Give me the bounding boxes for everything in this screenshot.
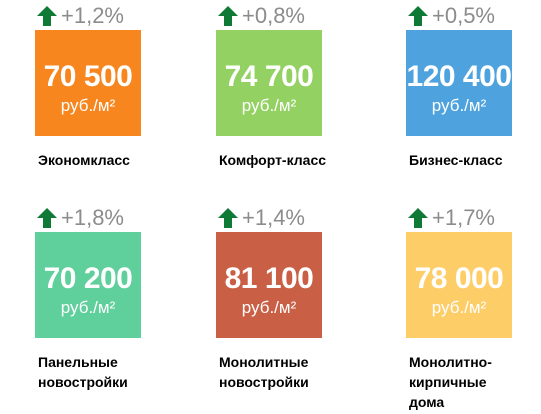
up-arrow-icon xyxy=(37,6,57,26)
category-label-line: Монолитно- xyxy=(409,354,492,370)
price-tile: 120 400 руб./м² xyxy=(406,30,512,136)
price-unit: руб./м² xyxy=(241,298,297,317)
card-business: +0,5% 120 400 руб./м² Бизнес-класс xyxy=(391,0,541,200)
price-value: 78 000 xyxy=(414,262,504,295)
category-label-line: дома xyxy=(409,394,445,410)
category-label: Монолитные новостройки xyxy=(219,352,369,392)
price-change-value: +1,4% xyxy=(242,205,305,230)
price-change: +0,8% xyxy=(217,4,305,28)
price-change: +1,8% xyxy=(36,206,124,230)
category-label-line: Комфорт-класс xyxy=(219,152,327,168)
category-label: Монолитно- кирпичные дома xyxy=(409,352,541,412)
up-arrow-icon xyxy=(218,208,238,228)
price-change: +1,7% xyxy=(407,206,495,230)
up-arrow-icon xyxy=(408,208,428,228)
category-label-line: кирпичные xyxy=(409,374,487,390)
price-change-value: +1,7% xyxy=(432,205,495,230)
category-label-line: новостройки xyxy=(38,374,128,390)
up-arrow-icon xyxy=(408,6,428,26)
price-value: 70 500 xyxy=(43,60,133,93)
price-change-value: +1,8% xyxy=(61,205,124,230)
price-value: 70 200 xyxy=(43,262,133,295)
price-change-value: +0,8% xyxy=(242,3,305,28)
price-tile: 81 100 руб./м² xyxy=(216,232,322,338)
price-value: 81 100 xyxy=(224,262,314,295)
category-label-line: новостройки xyxy=(219,374,309,390)
price-tile: 74 700 руб./м² xyxy=(216,30,322,136)
category-label-line: Бизнес-класс xyxy=(409,152,503,168)
card-economy: +1,2% 70 500 руб./м² Экономкласс xyxy=(20,0,186,200)
category-label-line: Монолитные xyxy=(219,354,309,370)
price-tile: 70 200 руб./м² xyxy=(35,232,141,338)
card-panel-new-builds: +1,8% 70 200 руб./м² Панельные новострой… xyxy=(20,202,186,414)
price-tile: 78 000 руб./м² xyxy=(406,232,512,338)
price-value: 74 700 xyxy=(224,60,314,93)
price-unit: руб./м² xyxy=(60,298,116,317)
category-label: Панельные новостройки xyxy=(38,352,188,392)
price-unit: руб./м² xyxy=(431,96,487,115)
up-arrow-icon xyxy=(218,6,238,26)
price-unit: руб./м² xyxy=(431,298,487,317)
card-monolithic-brick-houses: +1,7% 78 000 руб./м² Монолитно- кирпичны… xyxy=(391,202,541,414)
price-value: 120 400 xyxy=(406,60,512,93)
price-change: +0,5% xyxy=(407,4,495,28)
price-change-value: +0,5% xyxy=(432,3,495,28)
up-arrow-icon xyxy=(37,208,57,228)
category-label-line: Экономкласс xyxy=(38,152,130,168)
category-label: Бизнес-класс xyxy=(409,150,541,170)
card-monolithic-new-builds: +1,4% 81 100 руб./м² Монолитные новостро… xyxy=(201,202,367,414)
card-comfort: +0,8% 74 700 руб./м² Комфорт-класс xyxy=(201,0,367,200)
price-change: +1,2% xyxy=(36,4,124,28)
price-unit: руб./м² xyxy=(60,96,116,115)
price-tile: 70 500 руб./м² xyxy=(35,30,141,136)
category-label-line: Панельные xyxy=(38,354,118,370)
price-unit: руб./м² xyxy=(241,96,297,115)
category-label: Экономкласс xyxy=(38,150,188,170)
category-label: Комфорт-класс xyxy=(219,150,369,170)
price-change: +1,4% xyxy=(217,206,305,230)
price-change-value: +1,2% xyxy=(61,3,124,28)
